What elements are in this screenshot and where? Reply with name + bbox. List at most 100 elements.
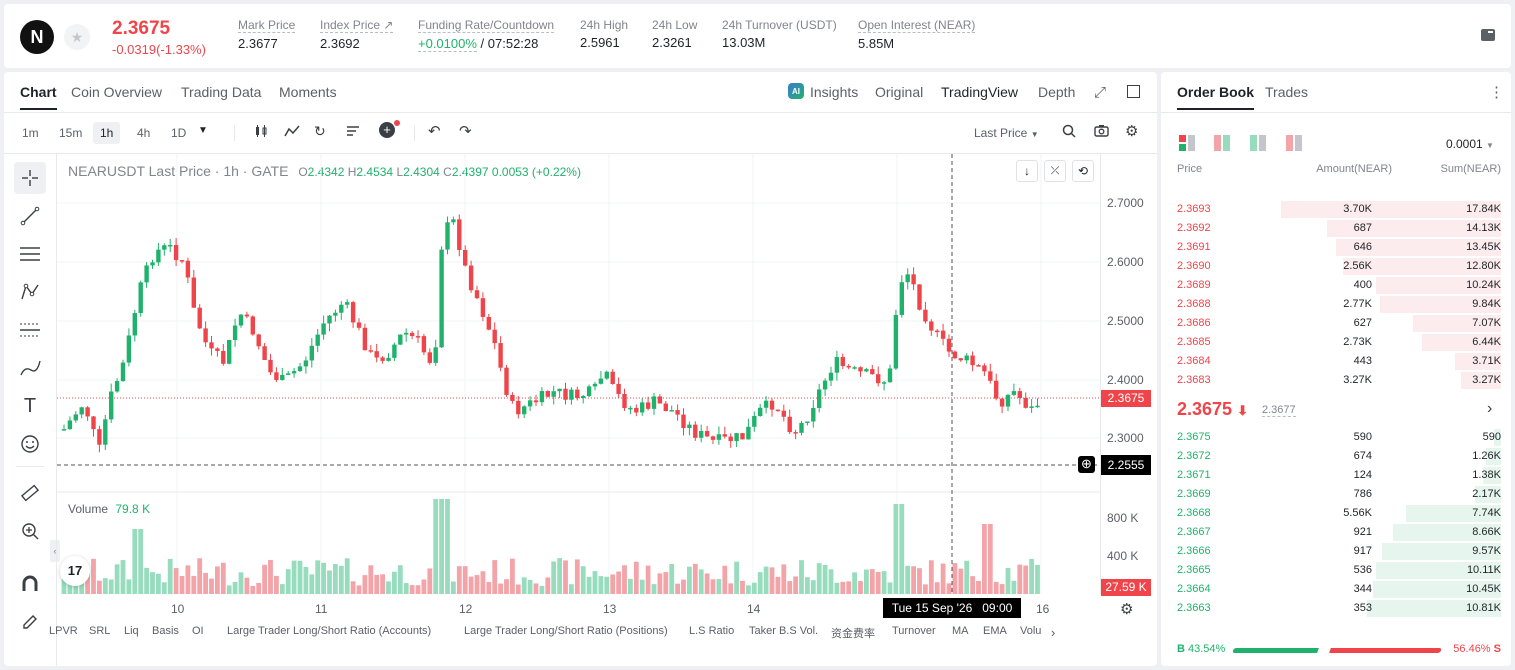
indicator-funding[interactable]: 资金费率 bbox=[831, 628, 875, 640]
tab-insights[interactable]: Insights bbox=[810, 84, 859, 100]
collapse-icon[interactable]: ⤫ bbox=[1044, 160, 1066, 182]
candle-type-icon[interactable] bbox=[254, 124, 268, 141]
order-amount: 921 bbox=[1353, 526, 1372, 538]
emoji-tool-icon[interactable] bbox=[14, 428, 46, 460]
settings-gear-icon[interactable]: ⚙ bbox=[1125, 123, 1139, 140]
bid-row[interactable]: 2.3669 786 2.17K bbox=[1161, 485, 1511, 504]
ruler-tool-icon[interactable] bbox=[14, 477, 46, 509]
bid-row[interactable]: 2.3663 353 10.81K bbox=[1161, 599, 1511, 618]
ask-row[interactable]: 2.3693 3.70K 17.84K bbox=[1161, 200, 1511, 219]
indicator-ema[interactable]: EMA bbox=[983, 625, 1007, 637]
ask-row[interactable]: 2.3684 443 3.71K bbox=[1161, 352, 1511, 371]
tab-coin-overview[interactable]: Coin Overview bbox=[71, 84, 163, 100]
search-icon[interactable] bbox=[1062, 124, 1076, 141]
tab-trading-data[interactable]: Trading Data bbox=[181, 84, 262, 100]
indicator-ls-positions[interactable]: Large Trader Long/Short Ratio (Positions… bbox=[464, 625, 668, 637]
view-bids-icon[interactable] bbox=[1250, 135, 1266, 154]
bid-row[interactable]: 2.3664 344 10.45K bbox=[1161, 580, 1511, 599]
reset-chart-icon[interactable]: ⟲ bbox=[1072, 160, 1094, 182]
bid-row[interactable]: 2.3675 590 590 bbox=[1161, 428, 1511, 447]
crosshair-tool-icon[interactable] bbox=[14, 162, 46, 194]
add-alert-icon[interactable]: ⊕ bbox=[1078, 456, 1095, 473]
bid-row[interactable]: 2.3672 674 1.26K bbox=[1161, 447, 1511, 466]
volume-bar bbox=[321, 562, 326, 594]
indicator-ls-accounts[interactable]: Large Trader Long/Short Ratio (Accounts) bbox=[227, 625, 432, 637]
view-split-icon[interactable] bbox=[1214, 135, 1230, 154]
price-type-select[interactable]: Last Price ▼ bbox=[974, 126, 1039, 140]
add-indicator-icon[interactable]: + bbox=[379, 122, 395, 138]
fullscreen-icon[interactable] bbox=[1127, 85, 1140, 98]
more-options-icon[interactable]: ⋮ bbox=[1489, 84, 1504, 101]
bid-row[interactable]: 2.3666 917 9.57K bbox=[1161, 542, 1511, 561]
brush-tool-icon[interactable] bbox=[14, 352, 46, 384]
down-arrow-icon: ⬇ bbox=[1237, 403, 1248, 418]
scroll-down-icon[interactable]: ↓ bbox=[1016, 160, 1038, 182]
tab-order-book[interactable]: Order Book bbox=[1177, 84, 1255, 110]
precision-select[interactable]: 0.0001 ▼ bbox=[1446, 137, 1494, 151]
text-tool-icon[interactable]: T bbox=[23, 394, 37, 417]
templates-icon[interactable] bbox=[346, 124, 360, 141]
ask-row[interactable]: 2.3689 400 10.24K bbox=[1161, 276, 1511, 295]
undo-icon[interactable]: ↶ bbox=[428, 123, 441, 140]
camera-icon[interactable] bbox=[1094, 124, 1109, 140]
bid-row[interactable]: 2.3671 124 1.38K bbox=[1161, 466, 1511, 485]
indicator-srl[interactable]: SRL bbox=[89, 625, 111, 637]
tab-original[interactable]: Original bbox=[875, 84, 924, 100]
indicator-basis[interactable]: Basis bbox=[152, 625, 179, 637]
redo-icon[interactable]: ↷ bbox=[459, 123, 472, 140]
view-asks-icon[interactable] bbox=[1286, 135, 1302, 154]
pattern-tool-icon[interactable] bbox=[14, 276, 46, 308]
tab-moments[interactable]: Moments bbox=[279, 84, 337, 100]
tab-depth[interactable]: Depth bbox=[1038, 84, 1076, 100]
fib-tool-icon[interactable] bbox=[14, 314, 46, 346]
ask-row[interactable]: 2.3688 2.77K 9.84K bbox=[1161, 295, 1511, 314]
trend-line-tool-icon[interactable] bbox=[14, 200, 46, 232]
collapse-toolbar-icon[interactable]: ‹ bbox=[50, 540, 60, 562]
ask-row[interactable]: 2.3690 2.56K 12.80K bbox=[1161, 257, 1511, 276]
chevron-right-icon[interactable]: › bbox=[1487, 400, 1493, 417]
ask-row[interactable]: 2.3685 2.73K 6.44K bbox=[1161, 333, 1511, 352]
indicator-volume[interactable]: Volu bbox=[1020, 625, 1042, 637]
indicator-oi[interactable]: OI bbox=[192, 625, 204, 637]
ask-row[interactable]: 2.3691 646 13.45K bbox=[1161, 238, 1511, 257]
refresh-icon[interactable]: ↻ bbox=[314, 123, 326, 139]
bid-row[interactable]: 2.3668 5.56K 7.74K bbox=[1161, 504, 1511, 523]
candlestick-chart[interactable] bbox=[4, 72, 1157, 666]
timeframe-1d[interactable]: 1D bbox=[171, 126, 187, 140]
indicator-turnover[interactable]: Turnover bbox=[892, 625, 936, 637]
timeframe-1m[interactable]: 1m bbox=[22, 126, 39, 140]
timeframe-4h[interactable]: 4h bbox=[137, 126, 151, 140]
order-sum: 7.07K bbox=[1472, 317, 1501, 329]
indicator-taker-vol[interactable]: Taker B.S Vol. bbox=[749, 625, 819, 637]
magnet-tool-icon[interactable] bbox=[14, 568, 46, 600]
ask-row[interactable]: 2.3692 687 14.13K bbox=[1161, 219, 1511, 238]
indicator-liq[interactable]: Liq bbox=[124, 625, 139, 637]
bid-row[interactable]: 2.3665 536 10.11K bbox=[1161, 561, 1511, 580]
book-icon[interactable] bbox=[1480, 28, 1496, 42]
timeframe-15m[interactable]: 15m bbox=[59, 126, 83, 140]
horizontal-lines-tool-icon[interactable] bbox=[14, 238, 46, 270]
indicator-ls-ratio[interactable]: L.S Ratio bbox=[689, 625, 735, 637]
zoom-tool-icon[interactable] bbox=[14, 515, 46, 547]
ask-row[interactable]: 2.3686 627 7.07K bbox=[1161, 314, 1511, 333]
favorite-star-icon[interactable]: ★ bbox=[64, 24, 90, 50]
timeframe-dropdown-icon[interactable]: ▼ bbox=[198, 125, 208, 136]
candle-body bbox=[362, 327, 368, 351]
ask-row[interactable]: 2.3683 3.27K 3.27K bbox=[1161, 371, 1511, 390]
edit-pencil-tool-icon[interactable] bbox=[14, 606, 46, 638]
view-both-icon[interactable] bbox=[1179, 135, 1195, 154]
indicators-icon[interactable] bbox=[284, 124, 300, 141]
indicator-next-icon[interactable]: › bbox=[1051, 625, 1056, 640]
bid-row[interactable]: 2.3667 921 8.66K bbox=[1161, 523, 1511, 542]
candle-body bbox=[982, 365, 987, 372]
indicator-lpvr[interactable]: LPVR bbox=[49, 625, 78, 637]
tab-tradingview[interactable]: TradingView bbox=[941, 84, 1019, 100]
order-amount: 3.70K bbox=[1343, 203, 1372, 215]
stat-index-price[interactable]: Index Price ↗ 2.3692 bbox=[320, 18, 394, 51]
tab-chart[interactable]: Chart bbox=[20, 84, 57, 110]
tab-trades[interactable]: Trades bbox=[1265, 84, 1309, 100]
chart-settings-icon[interactable]: ⚙ bbox=[1120, 601, 1134, 618]
expand-icon[interactable]: ⤢ bbox=[1094, 84, 1107, 101]
timeframe-1h[interactable]: 1h bbox=[93, 122, 121, 144]
indicator-ma[interactable]: MA bbox=[952, 625, 969, 637]
